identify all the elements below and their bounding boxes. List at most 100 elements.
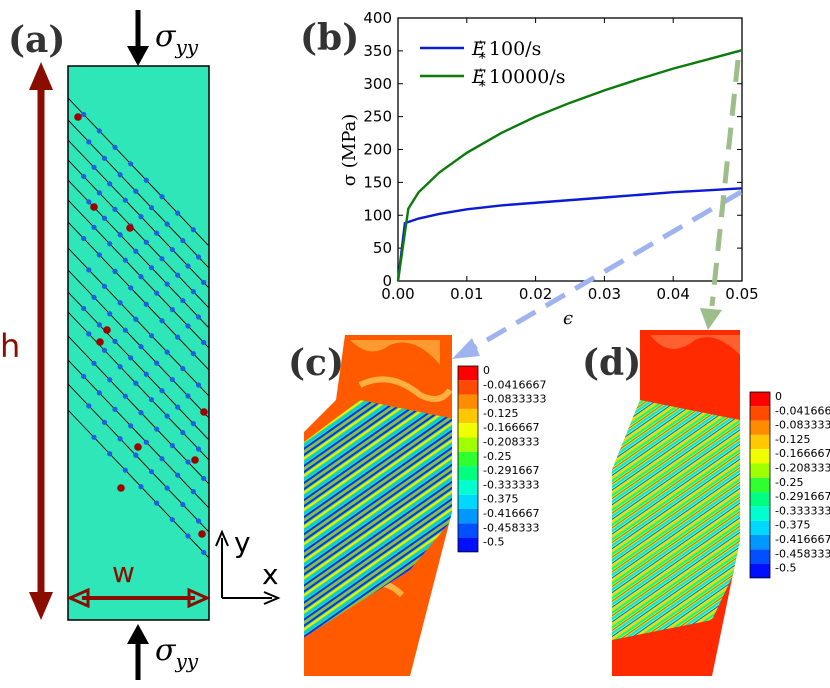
colorbar-label: -0.333333	[483, 478, 539, 491]
colorbar-label: -0.125	[775, 433, 810, 446]
dislocation-dot	[154, 230, 160, 236]
dislocation-dot	[201, 279, 207, 286]
colorbar-swatch	[458, 423, 478, 438]
dislocation-dot	[159, 318, 165, 324]
slip-line	[68, 159, 209, 309]
dislocation-dot	[201, 339, 207, 346]
panel-c-label: (c)	[288, 342, 344, 384]
dislocation-dot	[112, 406, 118, 412]
legend-entry: E⋆ ∗ 100/s	[471, 35, 541, 64]
dislocation-dot	[164, 349, 170, 355]
colorbar-swatch	[458, 394, 478, 409]
x-tick-label: 0.00	[381, 285, 414, 303]
dislocation-dot	[101, 215, 108, 221]
dislocation-dot	[185, 323, 191, 329]
dislocation-dot	[117, 232, 123, 238]
dislocation-dot	[143, 239, 149, 245]
dislocation-dot	[91, 224, 97, 230]
colorbar-label: 0	[483, 364, 490, 377]
dislocation-dot	[91, 434, 97, 440]
colorbar-label: -0.458333	[483, 521, 539, 534]
dislocation-dot	[169, 516, 175, 523]
colorbar-label: -0.5	[483, 536, 504, 549]
dislocation-dot	[175, 472, 181, 478]
dislocation-dot	[164, 221, 170, 227]
slip-line	[68, 199, 209, 349]
dislocation-dot	[143, 371, 149, 377]
colorbar-label: -0.5	[775, 562, 796, 575]
callout-arrow-10000	[709, 59, 741, 307]
colorbar-label: -0.166667	[775, 447, 830, 460]
y-tick-label: 150	[363, 173, 392, 191]
colorbar-label: -0.291667	[483, 464, 539, 477]
dislocation-dot	[96, 252, 102, 258]
shear-band-region	[612, 400, 740, 640]
colorbar-swatch	[458, 380, 478, 395]
callout-arrow-100	[468, 189, 743, 353]
dislocation-dot	[122, 467, 128, 473]
width-arrow-right-head	[187, 587, 211, 609]
dislocation-dot	[112, 268, 118, 274]
y-tick-label: 350	[363, 42, 392, 60]
slip-line	[68, 97, 209, 247]
y-tick-label: 50	[373, 239, 392, 257]
defect-dot	[200, 408, 208, 416]
dislocation-dot	[96, 128, 102, 134]
dislocation-dot	[133, 316, 139, 322]
dislocation-dot	[117, 172, 123, 178]
dislocation-dot	[148, 469, 155, 475]
dislocation-dot	[175, 404, 181, 410]
dislocation-dot	[185, 263, 191, 269]
dislocation-dot	[112, 338, 118, 344]
dislocation-dot	[143, 177, 149, 183]
dislocation-dot	[122, 197, 128, 203]
plot-frame	[397, 17, 743, 282]
dislocation-dot	[96, 190, 102, 196]
dislocation-dot	[143, 439, 149, 445]
panel-d: (d) 0-0.0416667 -0.0833333-0.125-0.166667…	[582, 330, 830, 676]
colorbar-label: -0.375	[775, 519, 810, 532]
x-tick-label: 0.05	[725, 285, 758, 303]
dislocation-dot	[190, 351, 196, 357]
callout-arrowhead-100	[452, 338, 480, 359]
dislocation-dot	[133, 452, 139, 458]
dislocation-dot	[133, 380, 139, 386]
dislocation-dot	[159, 456, 165, 462]
height-arrow-top-head	[29, 62, 53, 90]
width-arrow-left-head	[66, 587, 90, 609]
shear-band-region	[304, 400, 452, 640]
colorbar-swatch	[458, 523, 478, 538]
dislocation-dot	[112, 144, 118, 150]
y-tick-label: 300	[363, 75, 392, 93]
dislocation-dot	[169, 246, 175, 253]
dislocation-dot	[148, 265, 155, 271]
dislocation-dot	[148, 205, 155, 211]
slip-line	[68, 221, 209, 371]
dislocation-dot	[81, 305, 87, 312]
colorbar-c: 0-0.0416667 -0.0833333-0.125-0.166667 -0.2…	[457, 364, 546, 553]
legend-entry: E⋆ ∗ 10000/s	[471, 63, 566, 92]
colorbar-label: -0.208333	[483, 436, 539, 449]
dislocation-dot	[154, 426, 160, 432]
height-label: h	[0, 327, 20, 365]
contour-blob	[650, 335, 740, 355]
slip-line	[68, 247, 209, 397]
y-axis-label: y	[234, 526, 251, 559]
dislocation-dot	[122, 393, 128, 399]
colorbar-frame	[749, 391, 771, 579]
defect-dot	[90, 203, 98, 211]
dislocation-dot	[107, 377, 113, 383]
slip-line	[68, 291, 209, 441]
colorbar-label: -0.416667	[775, 533, 830, 546]
dislocation-dot	[175, 210, 181, 216]
colorbar-swatch	[750, 477, 770, 493]
defect-dot	[198, 530, 206, 538]
y-axis-indicator-head	[215, 529, 229, 547]
defect-dot	[103, 326, 111, 334]
colorbar-swatch	[750, 535, 770, 550]
dislocation-dot	[185, 393, 191, 399]
colorbar-d: 0-0.0416667 -0.0833333-0.125-0.166667 -0.2…	[749, 390, 830, 579]
y-tick-label: 0	[382, 272, 392, 290]
colorbar-swatch	[750, 492, 770, 507]
